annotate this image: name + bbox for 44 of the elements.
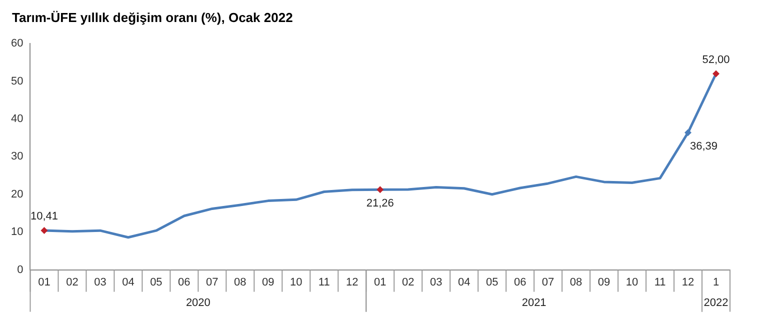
x-tick-label: 03 xyxy=(94,276,106,288)
text: 2020 xyxy=(186,296,210,309)
x-tick-label: 01 xyxy=(38,276,50,288)
x-tick-label: 08 xyxy=(234,276,246,288)
data-label: 52,00 xyxy=(702,54,730,66)
x-tick-label: 10 xyxy=(290,276,302,288)
point xyxy=(712,70,720,78)
x-tick-label: 03 xyxy=(430,276,442,288)
point xyxy=(40,227,48,234)
x-tick-label: 11 xyxy=(654,276,666,288)
x-tick-label: 04 xyxy=(122,276,134,288)
text: 2021 xyxy=(522,296,546,309)
data-label: 10,41 xyxy=(30,210,58,223)
x-tick-label: 09 xyxy=(598,276,610,288)
point xyxy=(684,129,692,136)
data-label: 36,39 xyxy=(690,140,718,153)
x-tick-label: 07 xyxy=(542,276,554,288)
chart-title: Tarım-ÜFE yıllık değişim oranı (%), Ocak 2022 xyxy=(12,10,293,25)
x-tick-label: 08 xyxy=(570,276,582,288)
point xyxy=(376,186,384,194)
x-tick-label: 10 xyxy=(626,276,638,288)
x-tick-label: 01 xyxy=(374,276,386,288)
x-tick-label: 02 xyxy=(66,276,78,288)
y-tick-label: 60 xyxy=(10,38,24,50)
x-tick-label: 06 xyxy=(178,276,190,288)
x-tick-label: 09 xyxy=(262,276,274,288)
data-label: 21,26 xyxy=(366,198,394,210)
y-tick-label: 50 xyxy=(10,75,24,88)
x-tick-label: 1 xyxy=(712,276,720,288)
y-tick-label: 0 xyxy=(17,264,24,276)
x-tick-label: 05 xyxy=(486,276,498,288)
x-tick-label: 12 xyxy=(346,276,358,288)
text: 2022 xyxy=(704,296,728,309)
x-tick-label: 04 xyxy=(458,276,470,288)
y-tick-label: 10 xyxy=(10,226,24,238)
x-tick-label: 11 xyxy=(318,276,330,288)
x-tick-label: 06 xyxy=(514,276,526,288)
y-tick-label: 20 xyxy=(10,188,24,200)
x-tick-label: 12 xyxy=(682,276,694,288)
y-tick-label: 30 xyxy=(10,150,24,163)
x-tick-label: 05 xyxy=(150,276,162,288)
x-tick-label: 07 xyxy=(206,276,218,288)
y-tick-label: 40 xyxy=(10,113,24,126)
x-tick-label: 02 xyxy=(402,276,414,288)
